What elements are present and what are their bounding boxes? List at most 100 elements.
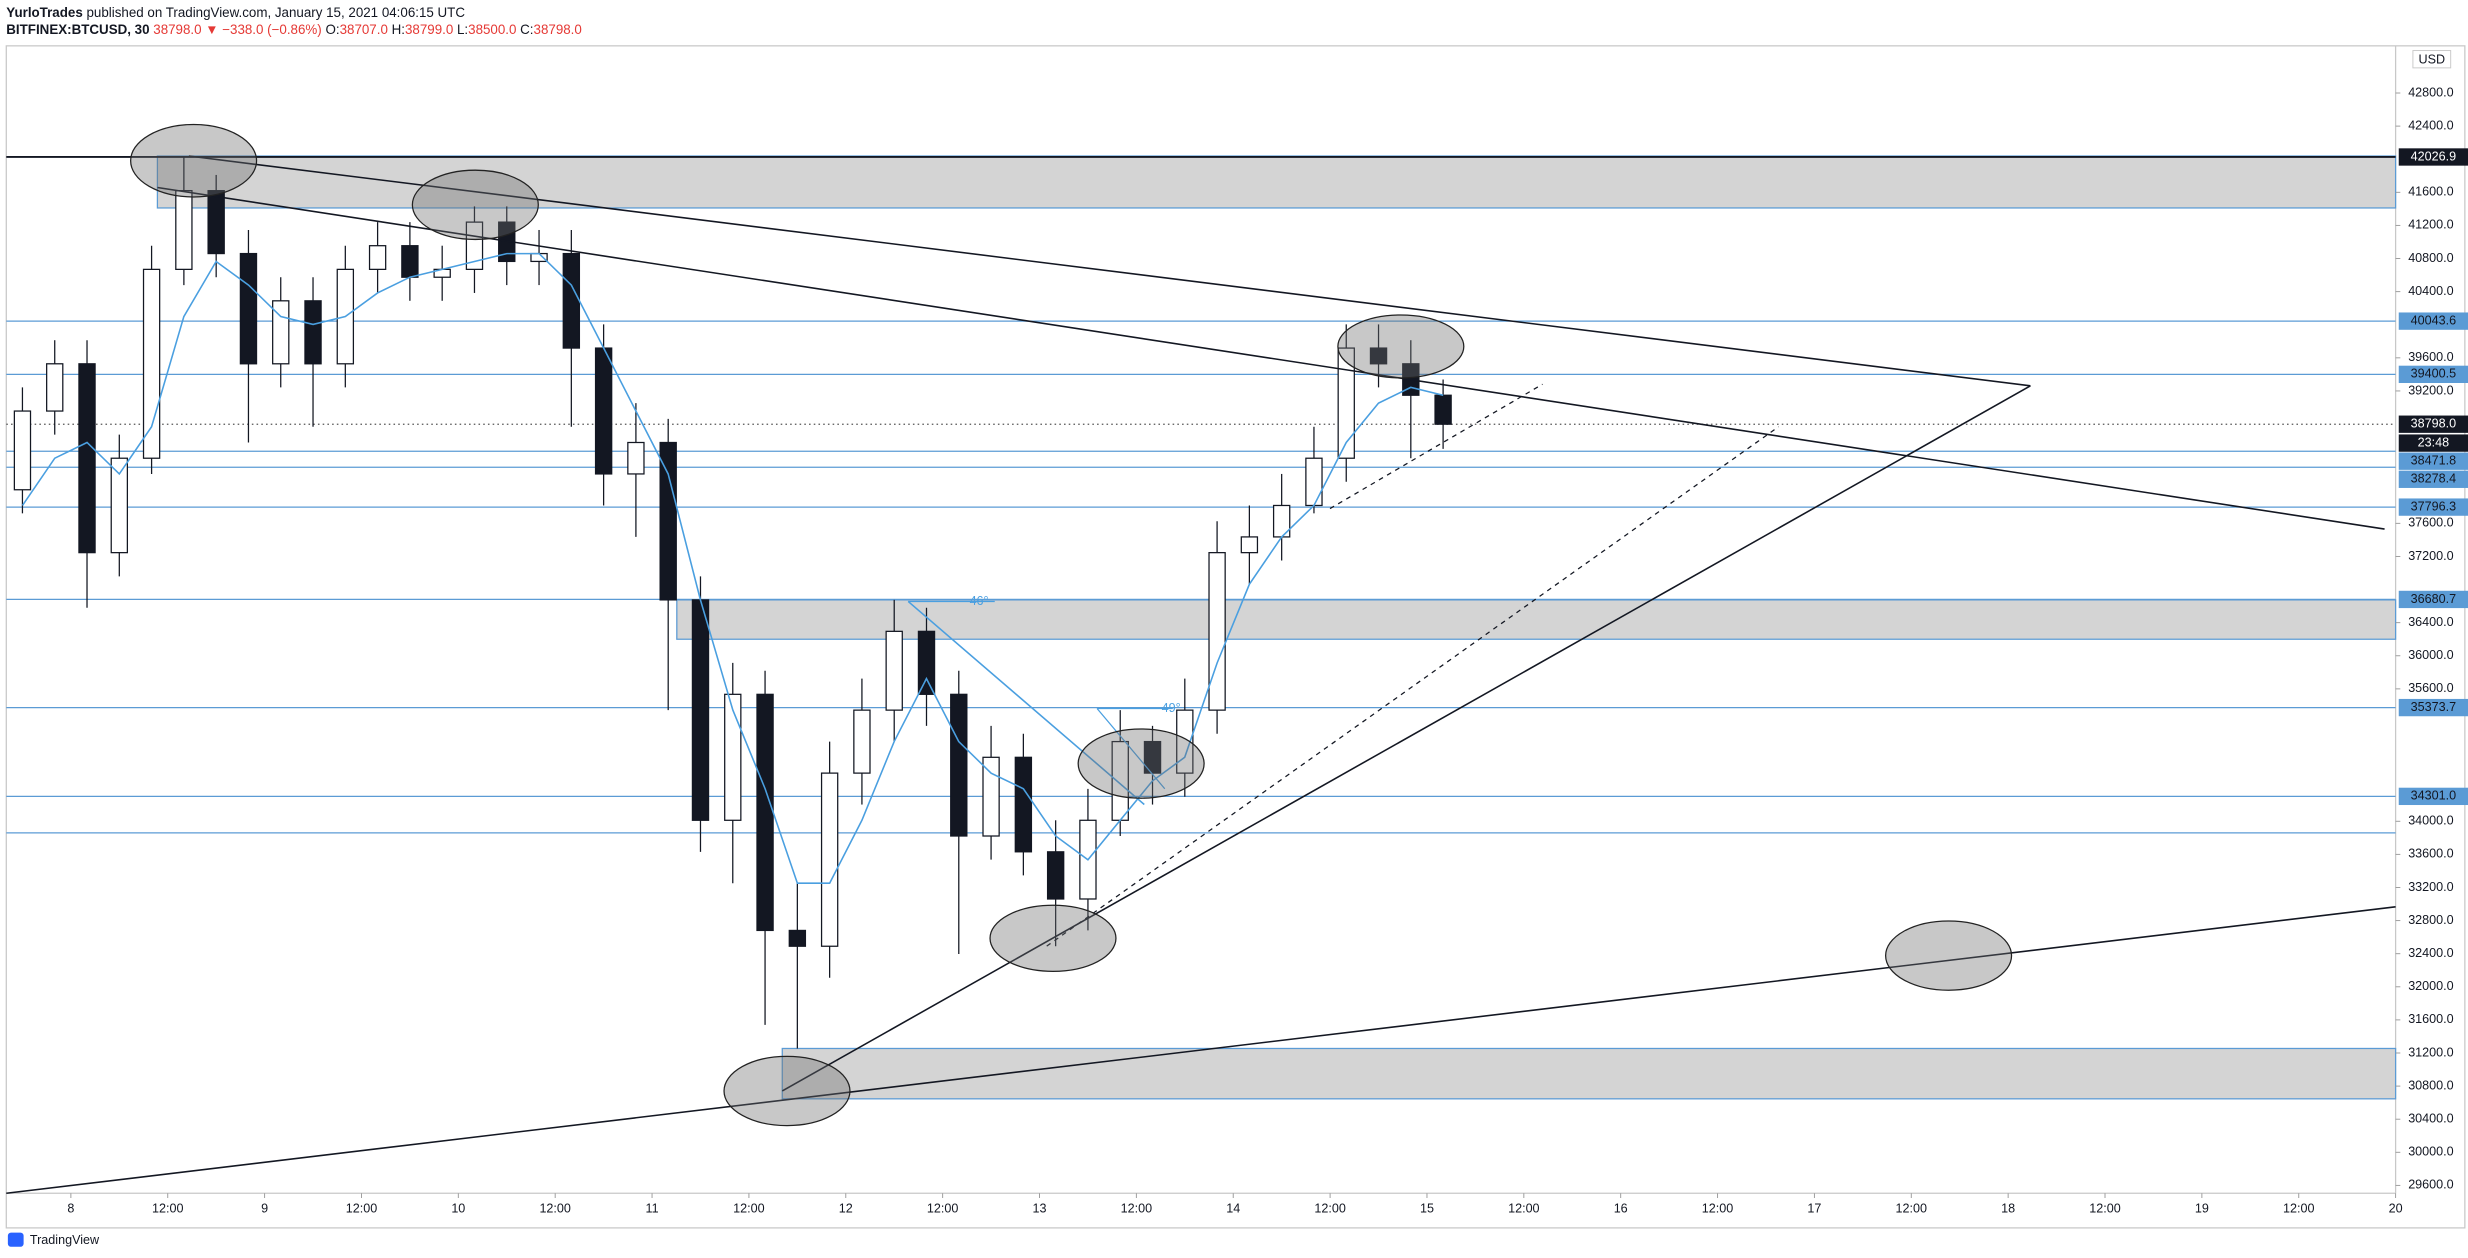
x-tick-label: 13: [1033, 1201, 1047, 1215]
x-tick-label: 12:00: [733, 1201, 764, 1215]
candle-body: [465, 221, 484, 270]
price-axis: USD 42800.0 42400.0 41600.0 41200.0 40800.0 4…: [2395, 50, 2468, 1192]
logo: [7, 1232, 24, 1247]
candle-body: [1369, 347, 1388, 365]
candle-body: [950, 693, 968, 837]
level-label-box: [2398, 787, 2468, 806]
ellipse: [411, 169, 539, 241]
countdown-box: [2398, 434, 2468, 452]
zone: [781, 1047, 2397, 1100]
angle-line: [907, 600, 1145, 806]
candle-body: [659, 441, 677, 601]
candle-body: [401, 245, 419, 278]
candle-body: [788, 929, 807, 947]
x-tick-label: 12:00: [1702, 1201, 1733, 1215]
x-tick-label: 12:00: [539, 1201, 570, 1215]
x-tick-label: 9: [261, 1201, 268, 1215]
y-tick-label: 31600.0: [2408, 1012, 2453, 1026]
level-label-box: [2398, 698, 2468, 717]
y-tick-label: 42400.0: [2408, 118, 2453, 132]
x-tick-label: 12:00: [1121, 1201, 1152, 1215]
zone: [676, 599, 2397, 640]
level-label: 35373.7: [2411, 700, 2456, 714]
candle-body: [272, 300, 290, 365]
candle-body: [853, 709, 871, 774]
level-label-box: [2398, 312, 2468, 330]
candle-body: [78, 363, 96, 554]
y-tick-label: 37600.0: [2408, 516, 2453, 530]
candle-body: [207, 190, 225, 255]
y-tick-label: 30000.0: [2408, 1145, 2453, 1159]
level-label: 38471.8: [2411, 454, 2456, 468]
trend-line: [781, 385, 2031, 1092]
x-tick-label: 11: [646, 1201, 659, 1215]
x-tick-label: 12: [839, 1201, 853, 1215]
last-price: 38798.0: [153, 22, 201, 37]
ellipse: [130, 123, 258, 198]
trend-line: [157, 186, 2385, 530]
high: 38799.0: [405, 22, 453, 37]
drawings: 46° 49°: [6, 123, 2396, 1195]
level-label: 38798.0: [2411, 417, 2456, 431]
footer: TradingView: [7, 1232, 100, 1247]
candle-body: [917, 630, 936, 695]
moving-average: [21, 252, 1444, 884]
candle-body: [756, 693, 774, 932]
low-label: L:: [457, 22, 468, 37]
open-label: O:: [325, 22, 339, 37]
candle-body: [239, 252, 258, 365]
angle-label: 49°: [1162, 701, 1181, 715]
plot: [6, 156, 2396, 1049]
candle-body: [175, 190, 193, 270]
x-tick-label: 12:00: [1508, 1201, 1539, 1215]
candle-body: [46, 363, 64, 412]
dashed-line: [1329, 383, 1543, 510]
close: 38798.0: [534, 22, 582, 37]
x-tick-label: 12:00: [1314, 1201, 1345, 1215]
dashed-line: [1046, 426, 1779, 947]
x-tick-label: 12:00: [152, 1201, 183, 1215]
x-tick-label: 17: [1807, 1201, 1821, 1215]
close-label: C:: [520, 22, 533, 37]
author: YurloTrades: [6, 4, 82, 19]
currency: USD: [2419, 52, 2446, 66]
level-label: 37796.3: [2411, 499, 2456, 513]
candle-body: [982, 756, 1000, 837]
y-tick-label: 33200.0: [2408, 880, 2453, 894]
published: published on TradingView.com, January 15…: [86, 4, 465, 19]
candle-body: [627, 441, 645, 475]
x-tick-label: 12:00: [1896, 1201, 1927, 1215]
y-tick-label: 42800.0: [2408, 85, 2453, 99]
candle-body: [885, 630, 903, 711]
y-tick-label: 37200.0: [2408, 549, 2453, 563]
countdown: 23:48: [2418, 435, 2449, 449]
candle-body: [820, 772, 839, 947]
ellipse: [1077, 728, 1205, 799]
candle-body: [1434, 394, 1452, 425]
level-label-box: [2398, 590, 2468, 609]
x-tick-label: 15: [1420, 1201, 1434, 1215]
chart-frame: [5, 45, 2466, 1229]
level-label: 40043.6: [2411, 313, 2456, 327]
open: 38707.0: [340, 22, 388, 37]
angle-line: [1096, 708, 1166, 790]
candle-body: [1337, 347, 1355, 459]
ellipse: [723, 1055, 851, 1127]
trend-line: [188, 155, 2031, 387]
header-line-1: YurloTrades published on TradingView.com…: [6, 4, 465, 19]
level-label: 36680.7: [2411, 592, 2456, 606]
y-tick-label: 32400.0: [2408, 946, 2453, 960]
level-label-box: [2398, 415, 2468, 433]
candle-body: [368, 245, 387, 270]
candle-body: [13, 410, 32, 491]
x-tick-label: 18: [2001, 1201, 2015, 1215]
y-tick-label: 32000.0: [2408, 979, 2453, 993]
ellipse: [1337, 314, 1465, 379]
y-tick-label: 36400.0: [2408, 615, 2453, 629]
x-tick-label: 12:00: [2089, 1201, 2120, 1215]
level-label-box: [2398, 365, 2468, 384]
y-tick-label: 35600.0: [2408, 681, 2453, 695]
x-tick-label: 12:00: [346, 1201, 377, 1215]
y-tick-label: 36000.0: [2408, 648, 2453, 662]
